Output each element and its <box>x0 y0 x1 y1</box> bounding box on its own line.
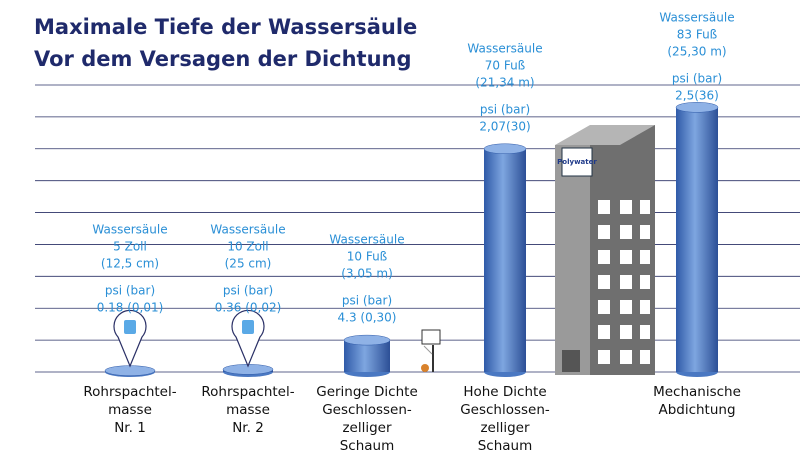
value-label: Wassersäule <box>92 223 167 237</box>
x-tick-label: Abdichtung <box>658 402 735 418</box>
pressure-label: psi (bar) <box>342 294 392 308</box>
x-tick-label: Schaum <box>340 438 395 454</box>
pressure-label: 0.36 (0,02) <box>215 301 282 315</box>
pressure-label: 4.3 (0,30) <box>338 311 397 325</box>
hoop-illustration <box>421 329 441 372</box>
x-tick-label: Geschlossen- <box>322 402 412 418</box>
pressure-label: psi (bar) <box>480 102 530 116</box>
x-tick-label: Mechanische <box>653 384 741 400</box>
pressure-label: psi (bar) <box>672 72 722 86</box>
x-tick-label: masse <box>226 402 270 418</box>
pin <box>231 309 265 368</box>
pin-icon <box>124 320 136 334</box>
bar-top <box>483 143 527 155</box>
pressure-label: 2,07(30) <box>479 119 530 133</box>
value-label: 10 Fuß <box>347 250 388 264</box>
value-label: 83 Fuß <box>677 28 718 42</box>
chart-title: Maximale Tiefe der Wassersäule <box>34 15 417 39</box>
pin <box>113 309 147 368</box>
x-tick-label: Nr. 1 <box>114 420 146 436</box>
pin-icon <box>242 320 254 334</box>
value-label: Wassersäule <box>659 11 734 25</box>
pressure-label: psi (bar) <box>223 284 273 298</box>
x-tick-label: zelliger <box>480 420 530 436</box>
building-illustration: Polywater <box>555 125 655 375</box>
pressure-label: 0.18 (0,01) <box>97 301 164 315</box>
value-label: (25 cm) <box>225 257 272 271</box>
x-tick-label: Hohe Dichte <box>463 384 546 400</box>
bar-group <box>675 102 719 377</box>
building-logo: Polywater <box>557 158 597 166</box>
value-label: Wassersäule <box>210 223 285 237</box>
bar-top <box>343 334 391 346</box>
value-label: 5 Zoll <box>113 240 147 254</box>
bar-top <box>675 102 719 113</box>
value-label: (21,34 m) <box>475 75 534 89</box>
x-tick-label: Geringe Dichte <box>316 384 418 400</box>
x-tick-label: Rohrspachtel- <box>83 384 176 400</box>
pressure-label: 2,5(36) <box>675 89 719 103</box>
x-tick-label: masse <box>108 402 152 418</box>
x-tick-label: zelliger <box>342 420 392 436</box>
bar-group <box>343 334 391 377</box>
value-label: (12,5 cm) <box>101 257 159 271</box>
x-tick-label: Rohrspachtel- <box>201 384 294 400</box>
value-label: Wassersäule <box>329 233 404 247</box>
bar <box>344 340 390 372</box>
chart-title: Vor dem Versagen der Dichtung <box>34 47 412 71</box>
value-label: (25,30 m) <box>667 45 726 59</box>
bar <box>484 148 526 372</box>
value-label: Wassersäule <box>467 41 542 55</box>
value-label: (3,05 m) <box>341 267 393 281</box>
x-tick-label: Geschlossen- <box>460 402 550 418</box>
x-tick-label: Schaum <box>478 438 533 454</box>
bar <box>676 107 718 373</box>
pressure-label: psi (bar) <box>105 284 155 298</box>
value-label: 70 Fuß <box>485 58 526 72</box>
bar-group <box>104 365 156 377</box>
value-label: 10 Zoll <box>227 240 268 254</box>
bar-group <box>483 143 527 377</box>
x-tick-label: Nr. 2 <box>232 420 264 436</box>
